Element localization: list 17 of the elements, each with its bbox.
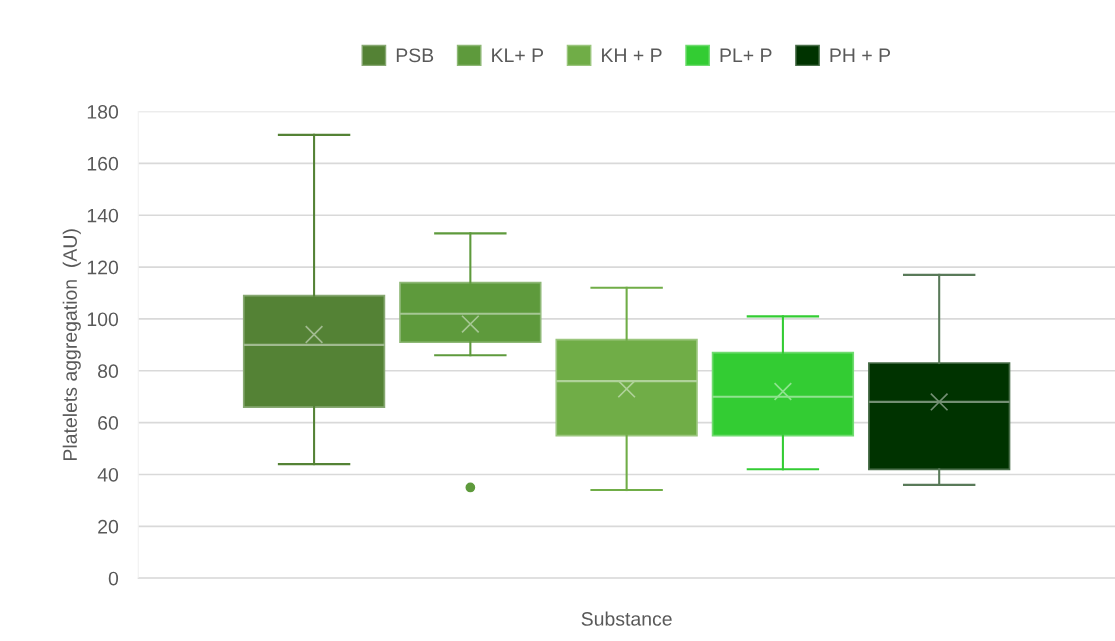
y-tick-label: 160: [87, 156, 119, 171]
y-axis-title: Platelets aggregation (AU): [62, 229, 81, 460]
legend-label: PSB: [396, 48, 434, 63]
y-tick-label: 120: [87, 260, 119, 275]
legend-label: KL+ P: [492, 48, 544, 62]
y-tick-label: 60: [98, 416, 119, 430]
y-tick-label: 80: [98, 364, 119, 379]
y-tick-label: 20: [98, 519, 119, 534]
legend-label: PH + P: [830, 48, 891, 62]
legend-label: PL+ P: [720, 48, 772, 62]
y-tick-label: 140: [87, 208, 119, 223]
x-axis-title: Substance: [581, 611, 672, 626]
y-tick-label: 0: [108, 571, 119, 586]
y-tick-label: 40: [97, 467, 119, 482]
y-tick-label: 180: [87, 105, 119, 119]
legend-label: KH + P: [602, 48, 662, 62]
y-tick-label: 100: [87, 312, 119, 327]
